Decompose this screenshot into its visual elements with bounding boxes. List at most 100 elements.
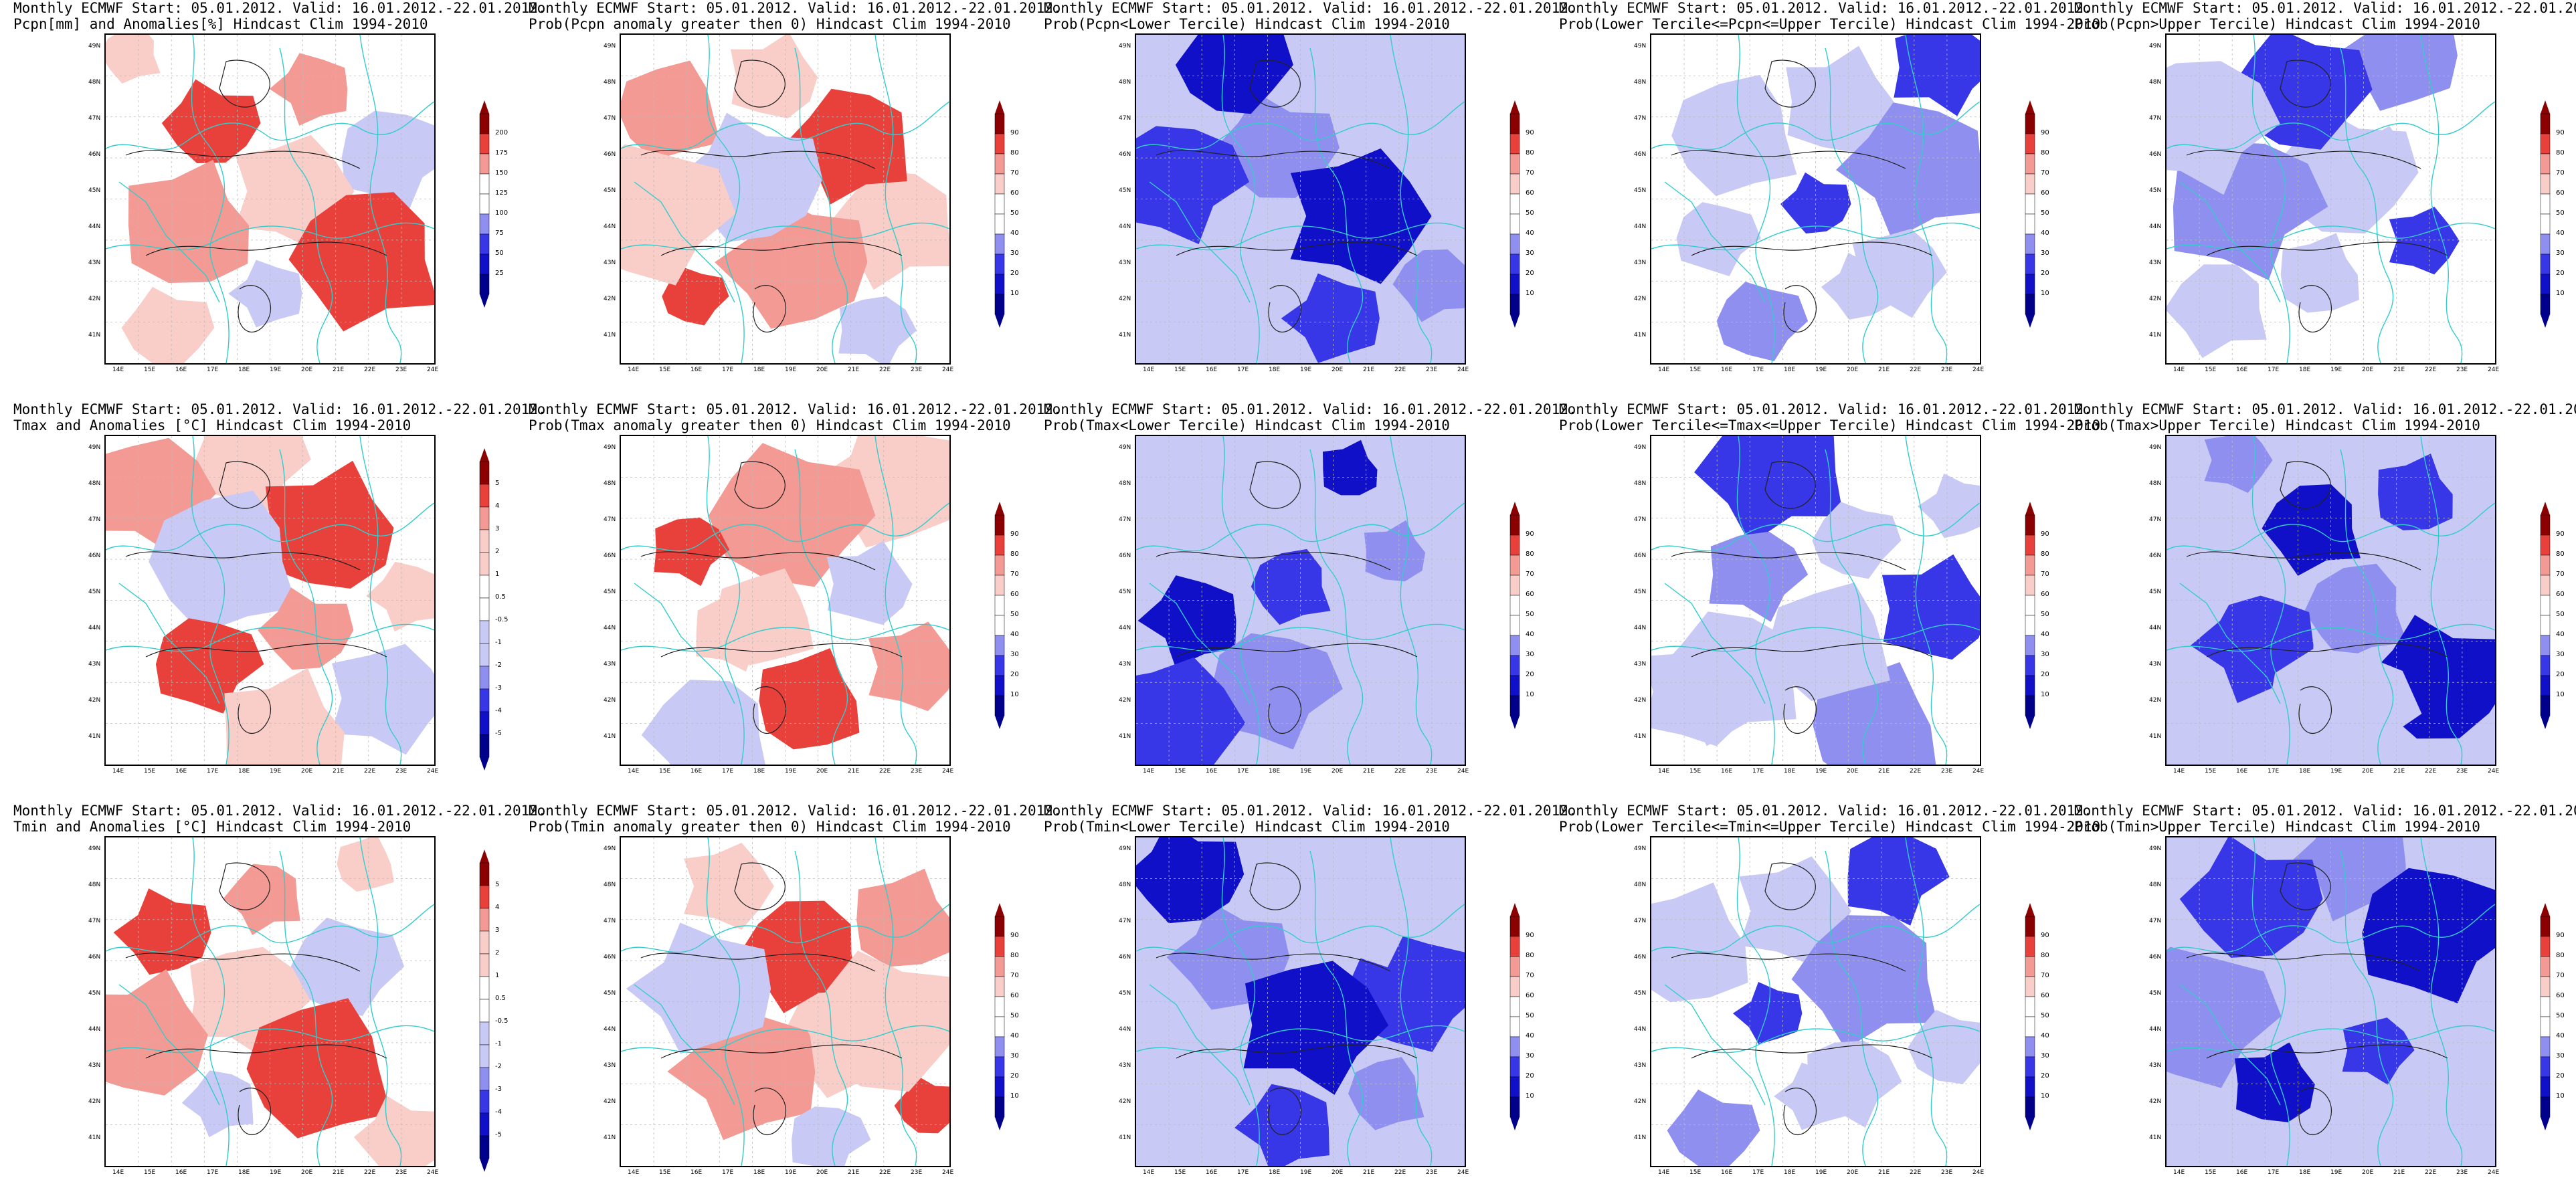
colorbar-label: 0.5: [495, 995, 506, 1002]
lon-tick-label: 19E: [1300, 768, 1312, 775]
colorbar-label: 20: [1526, 671, 1534, 678]
colorbar-label: 70: [2556, 571, 2565, 578]
lat-tick-label: 47N: [2149, 516, 2162, 523]
lon-tick-label: 23E: [1941, 367, 1953, 373]
lon-tick-label: 20E: [816, 768, 828, 775]
shaded-region: [155, 618, 264, 714]
country-border: [106, 222, 434, 251]
country-border: [118, 583, 220, 704]
shaded-region: [181, 1070, 254, 1138]
colorbar-label: -3: [495, 1086, 502, 1093]
country-border: [1651, 222, 1980, 251]
colorbar-segment: [2025, 294, 2035, 315]
colorbar-segment: [1509, 635, 1520, 656]
colorbar-label: 30: [1526, 651, 1534, 658]
colorbar-segment: [994, 695, 1005, 716]
country-border: [706, 35, 745, 363]
country-border: [1905, 436, 1948, 765]
lon-tick-label: 23E: [395, 367, 407, 373]
lat-tick-label: 47N: [604, 115, 616, 122]
colorbar-label: 60: [2041, 189, 2049, 197]
colorbar-segment: [2025, 514, 2035, 536]
colorbar-segment: [2025, 956, 2035, 977]
colorbar-label: 70: [1010, 972, 1019, 979]
colorbar-label: 70: [1010, 571, 1019, 578]
colorbar-top-arrow: [2025, 903, 2035, 916]
lon-tick-label: 18E: [1269, 367, 1281, 373]
lat-tick-label: 49N: [88, 444, 101, 451]
colorbar-segment: [479, 1090, 490, 1114]
lon-tick-label: 14E: [628, 367, 640, 373]
shaded-region: [290, 917, 405, 1016]
panel-title-line1: Monthly ECMWF Start: 05.01.2012. Valid: …: [13, 803, 547, 819]
lon-tick-label: 22E: [1394, 1169, 1406, 1176]
colorbar-segment: [994, 936, 1005, 957]
lon-tick-label: 15E: [659, 367, 671, 373]
shaded-region: [1780, 172, 1851, 234]
lat-tick-label: 45N: [88, 589, 101, 595]
lon-tick-label: 20E: [1847, 1169, 1859, 1176]
colorbar-segment: [479, 113, 490, 134]
country-border: [1664, 181, 1766, 303]
country-border: [2251, 837, 2290, 1166]
lon-tick-label: 14E: [1658, 1169, 1670, 1176]
colorbar-label: 20: [2041, 1072, 2049, 1080]
panel-title-line2: Prob(Pcpn anomaly greater then 0) Hindca…: [529, 16, 1011, 32]
colorbar: [2025, 502, 2035, 729]
lat-tick-label: 49N: [88, 43, 101, 49]
panel-title: Monthly ECMWF Start: 05.01.2012. Valid: …: [529, 803, 1062, 835]
colorbar-label: 0.5: [495, 593, 506, 601]
colorbar-label: 10: [2556, 290, 2565, 297]
panel-title-line2: Prob(Tmin>Upper Tercile) Hindcast Clim 1…: [2074, 819, 2480, 835]
colorbar-top-arrow: [2541, 100, 2550, 114]
colorbar-segment: [2540, 555, 2551, 576]
lat-tick-label: 43N: [604, 1062, 616, 1069]
colorbar-label: 10: [2556, 1092, 2565, 1100]
contour-line: [660, 643, 903, 658]
colorbar-segment: [994, 675, 1005, 696]
contour-line: [125, 551, 361, 571]
lat-tick-label: 47N: [1634, 115, 1647, 122]
panel-title-line1: Monthly ECMWF Start: 05.01.2012. Valid: …: [2074, 0, 2576, 16]
colorbar-segment: [994, 615, 1005, 636]
lon-tick-label: 17E: [1752, 367, 1764, 373]
colorbar-segment: [994, 514, 1005, 536]
lon-tick-label: 18E: [238, 1169, 250, 1176]
colorbar-segment: [1509, 173, 1520, 195]
lon-tick-label: 18E: [1269, 768, 1281, 775]
colorbar-label: 10: [1010, 691, 1019, 698]
shaded-region: [2204, 436, 2273, 493]
panel-title: Monthly ECMWF Start: 05.01.2012. Valid: …: [1559, 401, 2100, 433]
colorbar-top-arrow: [995, 502, 1004, 515]
lat-tick-label: 45N: [604, 990, 616, 997]
forecast-panel: Monthly ECMWF Start: 05.01.2012. Valid: …: [13, 0, 547, 401]
country-border: [106, 623, 434, 652]
colorbar-segment: [994, 1076, 1005, 1098]
country-border: [1390, 35, 1433, 363]
lon-tick-label: 19E: [785, 768, 797, 775]
colorbar-label: 90: [1526, 530, 1534, 538]
country-border: [1651, 101, 1980, 150]
colorbar-segment: [2025, 153, 2035, 175]
colorbar-segment: [479, 885, 490, 909]
shaded-region: [1791, 915, 1938, 1049]
lat-tick-label: 45N: [1119, 990, 1131, 997]
colorbar-label: 30: [2556, 249, 2565, 257]
lat-tick-label: 42N: [604, 697, 616, 704]
lon-tick-label: 24E: [1972, 768, 1985, 775]
colorbar-label: 30: [2556, 1052, 2565, 1060]
lon-tick-label: 20E: [816, 1169, 828, 1176]
lon-tick-label: 17E: [1237, 768, 1249, 775]
colorbar: [2540, 903, 2551, 1130]
colorbar-label: 90: [2556, 129, 2565, 136]
shaded-region: [1323, 439, 1378, 496]
lon-tick-label: 22E: [2425, 768, 2437, 775]
colorbar-segment: [2540, 133, 2551, 155]
panel-title: Monthly ECMWF Start: 05.01.2012. Valid: …: [2074, 0, 2576, 32]
country-border: [1149, 984, 1251, 1106]
contour-line: [1671, 551, 1906, 571]
colorbar-label: 30: [1010, 249, 1019, 257]
map-area: [1650, 435, 1981, 766]
forecast-panel: Monthly ECMWF Start: 05.01.2012. Valid: …: [529, 401, 1062, 803]
country-border: [1825, 850, 1879, 1166]
